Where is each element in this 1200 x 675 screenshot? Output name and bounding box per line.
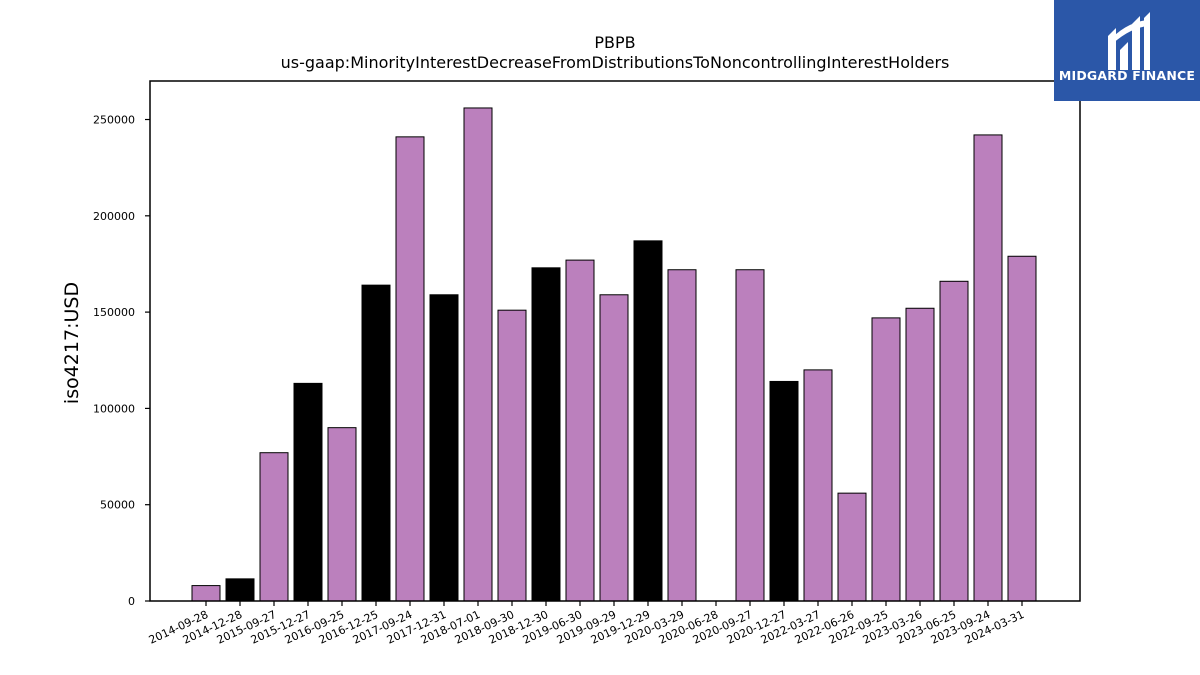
y-tick-label: 150000 <box>93 306 135 319</box>
y-ticks-group: 0 50000 100000 150000 200000 250000 <box>93 114 150 608</box>
bar <box>939 280 969 602</box>
bar <box>1007 255 1037 602</box>
bars-group <box>191 107 1037 602</box>
bar <box>463 107 493 602</box>
y-tick-label: 200000 <box>93 210 135 223</box>
x-ticks-group: 2014-09-282014-12-282015-09-272015-12-27… <box>147 601 1026 647</box>
bar <box>497 309 527 602</box>
bar <box>293 382 323 602</box>
bar <box>361 284 391 602</box>
bar <box>327 427 357 602</box>
bar <box>871 317 901 602</box>
bar <box>803 369 833 602</box>
bar <box>667 269 697 602</box>
y-tick-label: 250000 <box>93 114 135 127</box>
bar <box>633 240 663 602</box>
midgard-logo-icon <box>1108 12 1150 70</box>
bar <box>225 578 255 602</box>
bar <box>191 585 221 602</box>
plot-frame <box>149 80 1081 602</box>
chart-subtitle: us-gaap:MinorityInterestDecreaseFromDist… <box>281 53 950 72</box>
bar <box>565 259 595 602</box>
bar <box>531 267 561 602</box>
bar <box>259 452 289 602</box>
y-tick-label: 50000 <box>100 499 135 512</box>
y-tick-label: 100000 <box>93 402 135 415</box>
bar <box>905 307 935 602</box>
brand-name: MIDGARD FINANCE <box>1058 68 1196 83</box>
bar <box>735 269 765 602</box>
bar <box>429 294 459 602</box>
bar <box>769 380 799 602</box>
chart-title: PBPB <box>594 33 635 52</box>
bar <box>599 294 629 602</box>
bar <box>837 492 867 602</box>
bar <box>395 136 425 602</box>
y-axis-label: iso4217:USD <box>61 282 83 404</box>
bar <box>973 134 1003 602</box>
y-tick-label: 0 <box>128 595 135 608</box>
